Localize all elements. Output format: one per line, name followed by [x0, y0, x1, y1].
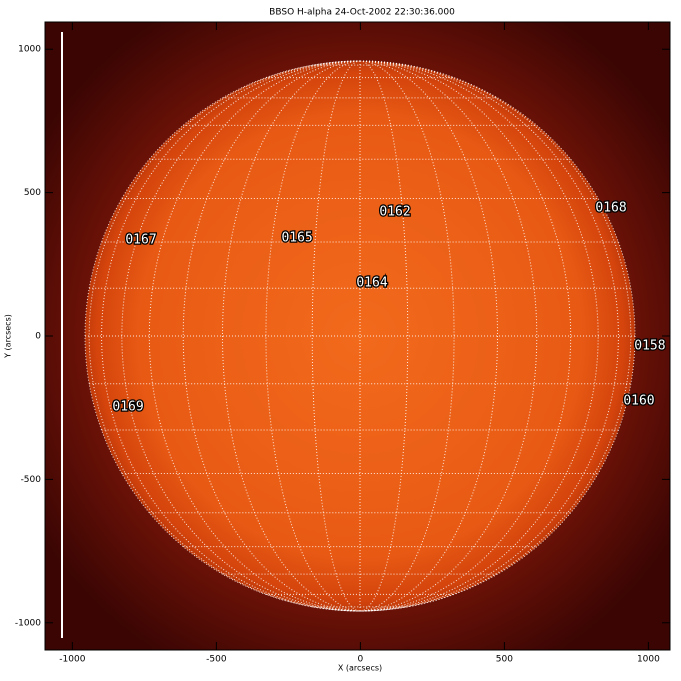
y-tick-label: -500: [21, 475, 42, 485]
solar-disk: [85, 61, 635, 611]
y-axis-label: Y (arcsecs): [4, 314, 13, 359]
region-label: 0165: [281, 231, 312, 246]
x-tick-label: 0: [358, 655, 364, 665]
x-axis-label: X (arcsecs): [338, 664, 382, 673]
x-tick-label: -500: [206, 655, 227, 665]
y-tick-label: 1000: [18, 45, 41, 55]
longitude-line: [311, 60, 361, 612]
y-tick-label: 500: [24, 188, 41, 198]
region-label: 0160: [623, 393, 654, 408]
region-label: 0168: [595, 201, 626, 216]
longitude-line: [359, 60, 409, 612]
y-tick-label: 0: [35, 332, 41, 342]
limb: [84, 60, 636, 612]
x-tick-label: 500: [496, 655, 513, 665]
region-label: 0164: [356, 275, 387, 290]
region-label: 0167: [125, 233, 156, 248]
x-tick-label: 1000: [637, 655, 660, 665]
region-label: 0162: [379, 205, 410, 220]
longitude-line: [265, 60, 361, 612]
region-label: 0158: [634, 339, 665, 354]
x-tick-label: -1000: [59, 655, 85, 665]
longitude-line: [359, 60, 632, 612]
region-label: 0169: [112, 399, 143, 414]
longitude-line: [359, 60, 455, 612]
y-tick-label: -1000: [15, 618, 41, 628]
longitude-line: [88, 60, 361, 612]
chart-title: BBSO H-alpha 24-Oct-2002 22:30:36.000: [269, 8, 455, 18]
longitude-line: [222, 60, 361, 612]
longitude-line: [359, 60, 498, 612]
